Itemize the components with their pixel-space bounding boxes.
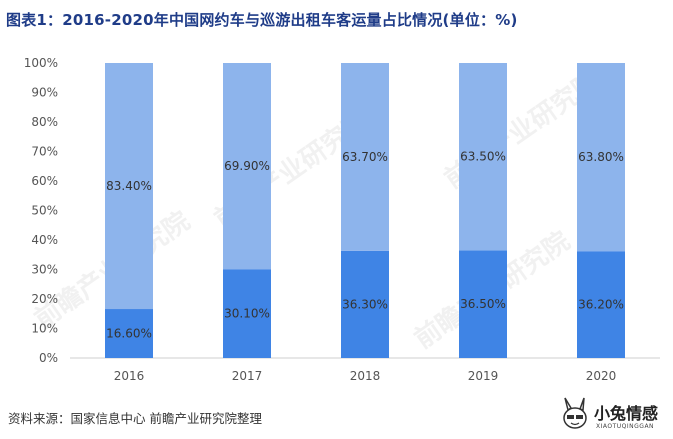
y-tick-label: 20% bbox=[31, 292, 58, 306]
bar-segment bbox=[459, 63, 507, 251]
y-tick-label: 60% bbox=[31, 174, 58, 188]
y-tick-label: 100% bbox=[24, 56, 58, 70]
data-label: 83.40% bbox=[106, 179, 152, 193]
y-tick-label: 80% bbox=[31, 115, 58, 129]
bar-segment bbox=[223, 269, 271, 358]
bar-segment bbox=[105, 63, 153, 310]
data-label: 36.30% bbox=[342, 297, 388, 311]
chart-title: 图表1：2016-2020年中国网约车与巡游出租车客运量占比情况(单位：%) bbox=[6, 11, 518, 29]
data-label: 30.10% bbox=[224, 307, 270, 321]
y-tick-label: 90% bbox=[31, 86, 58, 100]
bar-segment bbox=[341, 250, 389, 358]
x-tick-label: 2020 bbox=[586, 369, 617, 383]
y-tick-label: 10% bbox=[31, 322, 58, 336]
data-label: 36.50% bbox=[460, 297, 506, 311]
bar-segment bbox=[577, 251, 625, 358]
x-tick-label: 2016 bbox=[114, 369, 145, 383]
rabbit-mascot-icon bbox=[563, 397, 587, 429]
y-tick-label: 40% bbox=[31, 233, 58, 247]
bar-segment bbox=[105, 309, 153, 358]
data-label: 63.70% bbox=[342, 150, 388, 164]
x-tick-label: 2017 bbox=[232, 369, 263, 383]
y-tick-label: 70% bbox=[31, 145, 58, 159]
logo-text: 小兔情感 bbox=[594, 404, 659, 423]
x-tick-label: 2019 bbox=[468, 369, 499, 383]
data-label: 16.60% bbox=[106, 327, 152, 341]
y-tick-label: 0% bbox=[39, 351, 58, 365]
y-tick-label: 30% bbox=[31, 263, 58, 277]
data-label: 63.80% bbox=[578, 150, 624, 164]
bar-segment bbox=[577, 63, 625, 252]
x-tick-label: 2018 bbox=[350, 369, 381, 383]
source-note: 资料来源：国家信息中心 前瞻产业研究院整理 bbox=[8, 411, 262, 426]
y-tick-label: 50% bbox=[31, 204, 58, 218]
data-label: 69.90% bbox=[224, 159, 270, 173]
stacked-bar-chart: 0% 10% 20% 30% 40% 50% 60% 70% 80% 90% 100% 16.60% 8… bbox=[24, 56, 660, 383]
bar-segment bbox=[459, 250, 507, 358]
bar-segment bbox=[341, 63, 389, 251]
bar-segment bbox=[223, 63, 271, 270]
data-label: 36.20% bbox=[578, 298, 624, 312]
logo-subtext: XIAOTUQINGGAN bbox=[596, 423, 655, 430]
data-label: 63.50% bbox=[460, 150, 506, 164]
